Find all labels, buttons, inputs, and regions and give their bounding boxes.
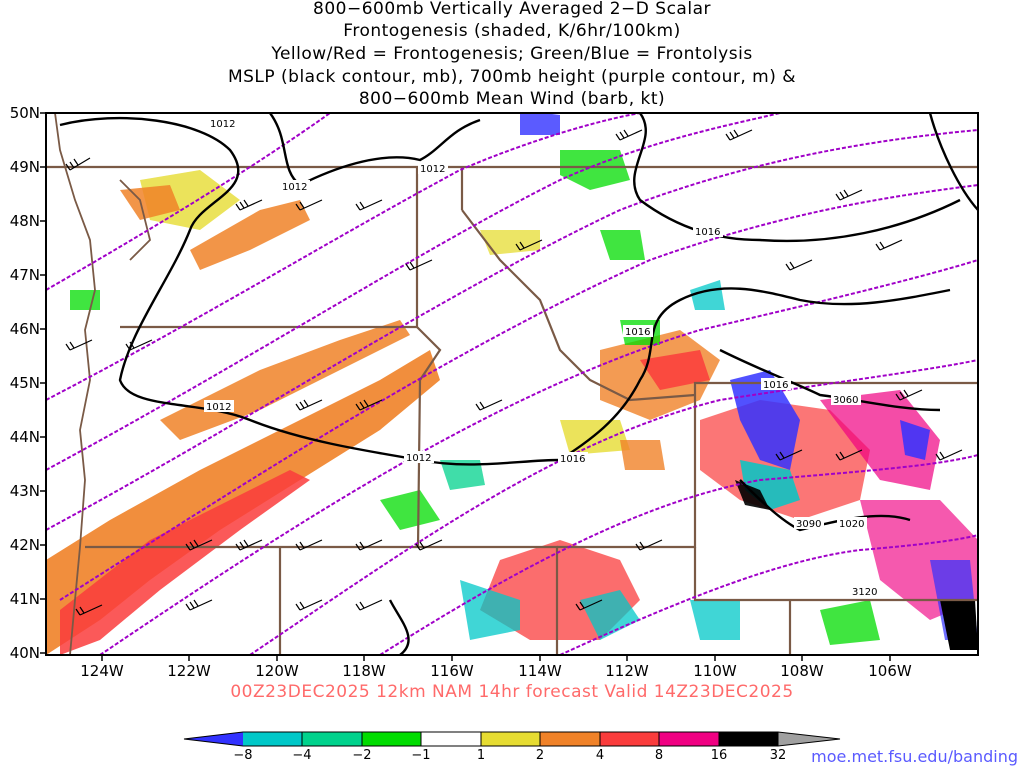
- colorbar-max-arrow: [778, 732, 840, 746]
- colorbar-swatch: [719, 732, 778, 746]
- lat-label: 47N: [9, 266, 40, 284]
- lat-label: 46N: [9, 320, 40, 338]
- frontogenesis-shading: [46, 113, 978, 655]
- lat-label: 50N: [9, 104, 40, 122]
- svg-text:1012: 1012: [282, 182, 307, 193]
- lon-label: 114W: [518, 662, 562, 680]
- colorbar-tick: −1: [411, 748, 431, 763]
- height-contours: [46, 113, 978, 655]
- colorbar-swatch: [540, 732, 600, 746]
- lat-label: 49N: [9, 158, 40, 176]
- colorbar-swatch: [421, 732, 481, 746]
- lon-label: 118W: [342, 662, 386, 680]
- svg-text:1020: 1020: [839, 519, 864, 530]
- lon-label: 106W: [868, 662, 912, 680]
- svg-text:1016: 1016: [560, 454, 585, 465]
- svg-text:1012: 1012: [406, 453, 431, 464]
- colorbar-swatch: [362, 732, 421, 746]
- lat-label: 41N: [9, 590, 40, 608]
- colorbar-min-arrow: [184, 732, 243, 746]
- lon-label: 112W: [605, 662, 649, 680]
- colorbar-tick: 8: [654, 748, 664, 763]
- svg-text:1012: 1012: [210, 119, 235, 130]
- colorbar-tick: −2: [352, 748, 372, 763]
- height-labels: 3060 3090 3120: [794, 393, 880, 598]
- colorbar-swatch: [481, 732, 540, 746]
- svg-text:1016: 1016: [763, 380, 788, 391]
- lon-label: 116W: [430, 662, 474, 680]
- svg-text:3090: 3090: [796, 519, 821, 530]
- colorbar-tick: 2: [535, 748, 545, 763]
- title-line-4: MSLP (black contour, mb), 700mb height (…: [227, 67, 797, 87]
- svg-text:3060: 3060: [833, 395, 858, 406]
- mslp-labels: 1012 1012 1012 1016 1012 1012 1016 1016 …: [204, 117, 867, 530]
- svg-text:3120: 3120: [852, 587, 877, 598]
- colorbar-swatch: [600, 732, 659, 746]
- lat-label: 48N: [9, 212, 40, 230]
- colorbar-tick: −4: [292, 748, 312, 763]
- lon-label: 120W: [255, 662, 299, 680]
- axis-ticks: [40, 112, 891, 661]
- colorbar: [183, 731, 841, 747]
- colorbar-swatch: [302, 732, 362, 746]
- credit-link[interactable]: moe.met.fsu.edu/banding: [811, 747, 1018, 766]
- lon-label: 122W: [167, 662, 211, 680]
- colorbar-tick: 16: [710, 748, 728, 763]
- lat-label: 40N: [9, 644, 40, 662]
- title-line-2: Frontogenesis (shaded, K/6hr/100km): [343, 21, 681, 41]
- map-frame: [45, 112, 979, 656]
- valid-time-text: 00Z23DEC2025 12km NAM 14hr forecast Vali…: [230, 682, 794, 702]
- lat-label: 44N: [9, 428, 40, 446]
- lon-label: 124W: [80, 662, 124, 680]
- coastline: [54, 113, 151, 655]
- colorbar-swatch: [659, 732, 719, 746]
- lon-label: 110W: [693, 662, 737, 680]
- colorbar-tick: −8: [233, 748, 253, 763]
- lon-label: 108W: [780, 662, 824, 680]
- title-line-5: 800−600mb Mean Wind (barb, kt): [358, 89, 666, 109]
- lat-label: 43N: [9, 482, 40, 500]
- political-borders: [46, 165, 978, 655]
- svg-text:1012: 1012: [420, 164, 445, 175]
- colorbar-tick: 4: [595, 748, 605, 763]
- title-line-1: 800−600mb Vertically Averaged 2−D Scalar: [313, 0, 711, 19]
- svg-text:1012: 1012: [206, 402, 231, 413]
- colorbar-tick: 32: [769, 748, 787, 763]
- colorbar-swatch: [243, 732, 302, 746]
- title-line-3: Yellow/Red = Frontogenesis; Green/Blue =…: [271, 44, 753, 64]
- svg-text:1016: 1016: [695, 227, 720, 238]
- lat-label: 45N: [9, 374, 40, 392]
- colorbar-tick: 1: [476, 748, 486, 763]
- lat-label: 42N: [9, 536, 40, 554]
- svg-text:1016: 1016: [625, 327, 650, 338]
- wind-barbs: [65, 129, 963, 616]
